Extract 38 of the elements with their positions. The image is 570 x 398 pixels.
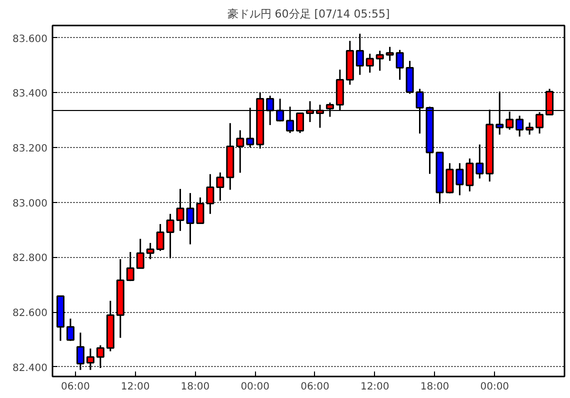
y-tick-label: 83.200 xyxy=(12,144,48,155)
y-tick-label: 82.800 xyxy=(12,253,48,264)
candlestick xyxy=(166,213,174,260)
x-tick-label: 18:00 xyxy=(180,382,210,392)
x-tick-label: 06:00 xyxy=(61,382,90,392)
y-tick-label: 83.400 xyxy=(12,88,48,100)
y-tick-label: 82.400 xyxy=(12,362,48,374)
candlestick xyxy=(66,318,74,342)
candlestick xyxy=(526,122,534,136)
candlestick xyxy=(216,172,224,202)
candlestick xyxy=(376,50,384,72)
candlestick xyxy=(186,192,194,246)
x-tick-label: 06:00 xyxy=(300,382,330,392)
candlestick xyxy=(446,162,454,194)
candlestick xyxy=(516,114,524,138)
x-tick-label: 00:00 xyxy=(240,382,270,392)
candlestick xyxy=(196,196,204,224)
y-tick-label: 82.600 xyxy=(12,308,48,320)
candlestick xyxy=(156,223,164,252)
candlestick xyxy=(236,130,244,174)
candlestick xyxy=(146,242,154,260)
candlestick xyxy=(386,46,394,62)
candlestick xyxy=(456,162,464,196)
candlestick xyxy=(136,238,144,269)
candlestick xyxy=(466,158,474,192)
x-tick-label: 18:00 xyxy=(420,382,450,392)
x-tick-label: 00:00 xyxy=(480,382,510,392)
y-tick-label: 83.600 xyxy=(12,34,48,45)
x-tick-label: 12:00 xyxy=(120,382,150,392)
x-tick-label: 12:00 xyxy=(360,382,390,392)
y-tick-label: 83.000 xyxy=(12,198,48,210)
candlestick xyxy=(176,188,184,232)
candlestick xyxy=(476,144,484,180)
candlestick xyxy=(366,52,374,74)
candlestick xyxy=(126,251,134,282)
candlestick xyxy=(206,173,214,215)
chart-title: 豪ドル円 60分足 [07/14 05:55] xyxy=(227,8,390,20)
candlestick xyxy=(396,49,404,81)
